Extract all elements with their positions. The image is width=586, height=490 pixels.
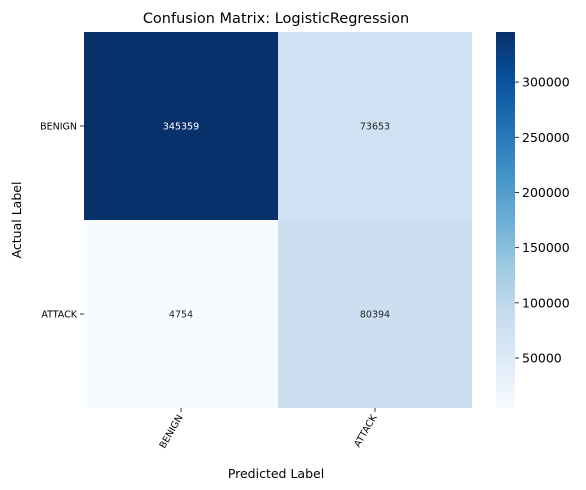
y-tick-label: ATTACK [41, 310, 77, 321]
colorbar-tick-label: 50000 [522, 351, 562, 366]
heatmap-cells: 345359 73653 4754 80394 [84, 32, 472, 408]
x-axis-ticks: BENIGN ATTACK [158, 408, 380, 450]
x-tick-label: ATTACK [352, 412, 380, 449]
cell-value-label: 73653 [360, 122, 390, 133]
colorbar-tick-label: 200000 [522, 185, 570, 200]
cell-value-label: 345359 [163, 122, 199, 133]
colorbar-ticks: 50000 100000 150000 200000 250000 300000 [515, 75, 570, 366]
cell-value-label: 80394 [360, 310, 390, 321]
colorbar: 50000 100000 150000 200000 250000 300000 [496, 32, 570, 408]
colorbar-tick-label: 250000 [522, 130, 570, 145]
chart-title: Confusion Matrix: LogisticRegression [143, 11, 409, 27]
colorbar-gradient [496, 32, 515, 408]
cell-value-label: 4754 [169, 310, 193, 321]
x-axis-label: Predicted Label [228, 466, 324, 481]
colorbar-tick-label: 100000 [522, 295, 570, 310]
y-axis-label: Actual Label [9, 182, 24, 259]
x-tick-label: BENIGN [158, 413, 186, 450]
y-tick-label: BENIGN [40, 122, 77, 133]
y-axis-ticks: BENIGN ATTACK [40, 122, 84, 321]
colorbar-tick-label: 150000 [522, 240, 570, 255]
colorbar-tick-label: 300000 [522, 75, 570, 90]
